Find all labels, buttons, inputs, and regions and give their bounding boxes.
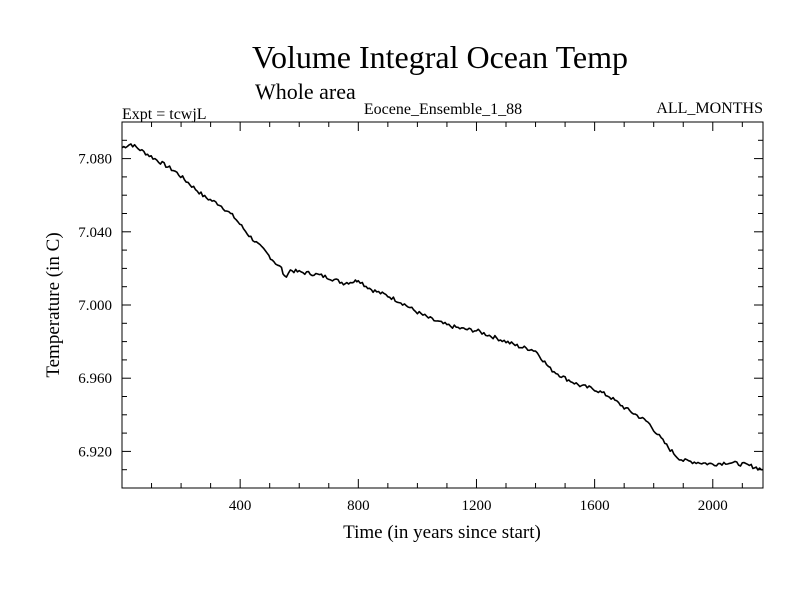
x-tick-label: 2000 <box>698 498 728 514</box>
y-axis-label: Temperature (in C) <box>43 232 64 377</box>
axis-ticks <box>122 122 763 488</box>
y-tick-label: 7.000 <box>78 298 112 314</box>
y-tick-label: 7.040 <box>78 225 112 241</box>
plot-frame <box>121 121 764 489</box>
chart-title: Volume Integral Ocean Temp <box>252 39 628 75</box>
months-label: ALL_MONTHS <box>656 100 763 117</box>
y-tick-label: 6.960 <box>78 371 112 387</box>
ensemble-label: Eocene_Ensemble_1_88 <box>364 101 522 118</box>
y-tick-label: 6.920 <box>78 444 112 460</box>
axis-tick-labels: 400 800 1200 1600 2000 6.920 6.960 7.000 7.040 7.… <box>78 152 728 514</box>
x-tick-label: 800 <box>347 498 370 514</box>
chart-subtitle: Whole area <box>255 79 356 104</box>
experiment-label: Expt = tcwjL <box>122 106 207 123</box>
series-line <box>121 143 763 471</box>
x-tick-label: 1200 <box>461 498 491 514</box>
x-tick-label: 1600 <box>580 498 610 514</box>
x-axis-label: Time (in years since start) <box>343 522 541 543</box>
y-tick-label: 7.080 <box>78 152 112 168</box>
x-tick-label: 400 <box>229 498 252 514</box>
